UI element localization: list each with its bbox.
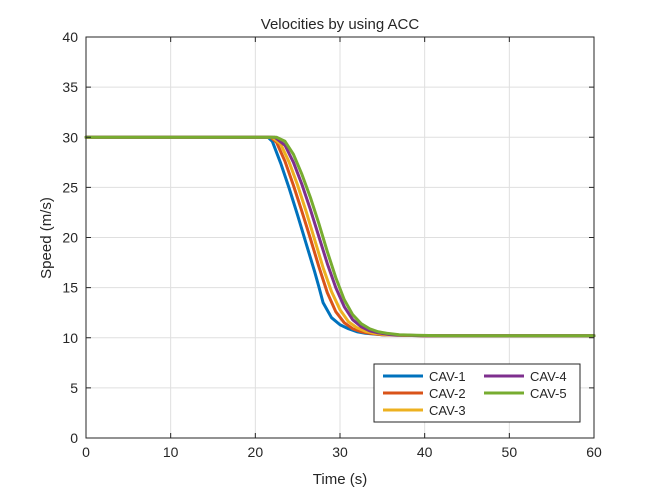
chart-title: Velocities by using ACC (261, 16, 420, 33)
series-line-cav-5 (84, 135, 596, 338)
y-tick-label: 20 (62, 230, 78, 246)
legend-label: CAV-3 (429, 403, 466, 418)
legend-label: CAV-5 (530, 386, 567, 401)
x-tick-label: 0 (82, 444, 90, 460)
legend-label: CAV-2 (429, 386, 466, 401)
x-tick-label: 20 (248, 444, 264, 460)
tick-labels: 0 10 20 30 40 50 60 0 5 10 15 20 25 30 35 40 (62, 29, 602, 460)
y-tick-label: 40 (62, 29, 78, 45)
legend-label: CAV-1 (429, 369, 466, 384)
y-axis-label: Speed (m/s) (38, 197, 55, 279)
x-axis-label: Time (s) (313, 471, 367, 488)
y-tick-label: 10 (62, 330, 78, 346)
y-tick-label: 30 (62, 129, 78, 145)
y-tick-label: 25 (62, 179, 78, 195)
y-tick-label: 0 (70, 430, 78, 446)
y-tick-label: 5 (70, 380, 78, 396)
x-tick-label: 60 (586, 444, 602, 460)
legend: CAV-1 CAV-2 CAV-3 CAV-4 CAV-5 (373, 363, 581, 423)
x-tick-label: 10 (163, 444, 179, 460)
y-tick-label: 35 (62, 79, 78, 95)
y-tick-label: 15 (62, 280, 78, 296)
x-tick-label: 40 (417, 444, 433, 460)
legend-label: CAV-4 (530, 369, 567, 384)
series-layer (84, 135, 596, 338)
x-tick-label: 50 (502, 444, 518, 460)
tick-marks (85, 36, 595, 439)
x-tick-label: 30 (332, 444, 348, 460)
